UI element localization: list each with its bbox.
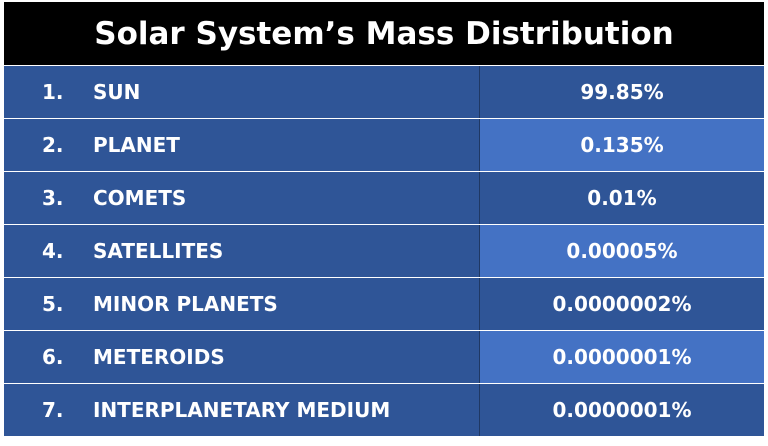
row-number: 3. <box>42 186 64 210</box>
row-number: 2. <box>42 133 64 157</box>
value-cell: 0.0000002% <box>480 278 764 330</box>
row-number: 6. <box>42 345 64 369</box>
table-row: 1. SUN 99.85% <box>4 66 764 118</box>
row-name: PLANET <box>93 133 180 157</box>
row-number: 1. <box>42 80 64 104</box>
label-cell: 5. MINOR PLANETS <box>4 278 480 330</box>
row-name: SUN <box>93 80 141 104</box>
label-cell: 4. SATELLITES <box>4 225 480 277</box>
value-cell: 0.01% <box>480 172 764 224</box>
label-cell: 6. METEROIDS <box>4 331 480 383</box>
table-row: 2. PLANET 0.135% <box>4 119 764 171</box>
row-name: SATELLITES <box>93 239 224 263</box>
row-name: METEROIDS <box>93 345 225 369</box>
table-row: 7. INTERPLANETARY MEDIUM 0.0000001% <box>4 384 764 436</box>
row-number: 7. <box>42 398 64 422</box>
value-cell: 0.135% <box>480 119 764 171</box>
table-frame: Solar System’s Mass Distribution 1. SUN 99… <box>4 2 764 442</box>
table-body: 1. SUN 99.85% 2. PLANET 0.135% 3. COMETS 0.01% 4.… <box>4 66 764 437</box>
value-cell: 0.0000001% <box>480 331 764 383</box>
value-cell: 0.0000001% <box>480 384 764 436</box>
row-name: COMETS <box>93 186 187 210</box>
row-name: INTERPLANETARY MEDIUM <box>93 398 391 422</box>
label-cell: 7. INTERPLANETARY MEDIUM <box>4 384 480 436</box>
label-cell: 2. PLANET <box>4 119 480 171</box>
table-title: Solar System’s Mass Distribution <box>4 2 764 65</box>
row-name: MINOR PLANETS <box>93 292 278 316</box>
table-row: 4. SATELLITES 0.00005% <box>4 225 764 277</box>
label-cell: 3. COMETS <box>4 172 480 224</box>
row-number: 5. <box>42 292 64 316</box>
table-row: 6. METEROIDS 0.0000001% <box>4 331 764 383</box>
row-number: 4. <box>42 239 64 263</box>
label-cell: 1. SUN <box>4 66 480 118</box>
table-row: 5. MINOR PLANETS 0.0000002% <box>4 278 764 330</box>
value-cell: 99.85% <box>480 66 764 118</box>
value-cell: 0.00005% <box>480 225 764 277</box>
table-row: 3. COMETS 0.01% <box>4 172 764 224</box>
